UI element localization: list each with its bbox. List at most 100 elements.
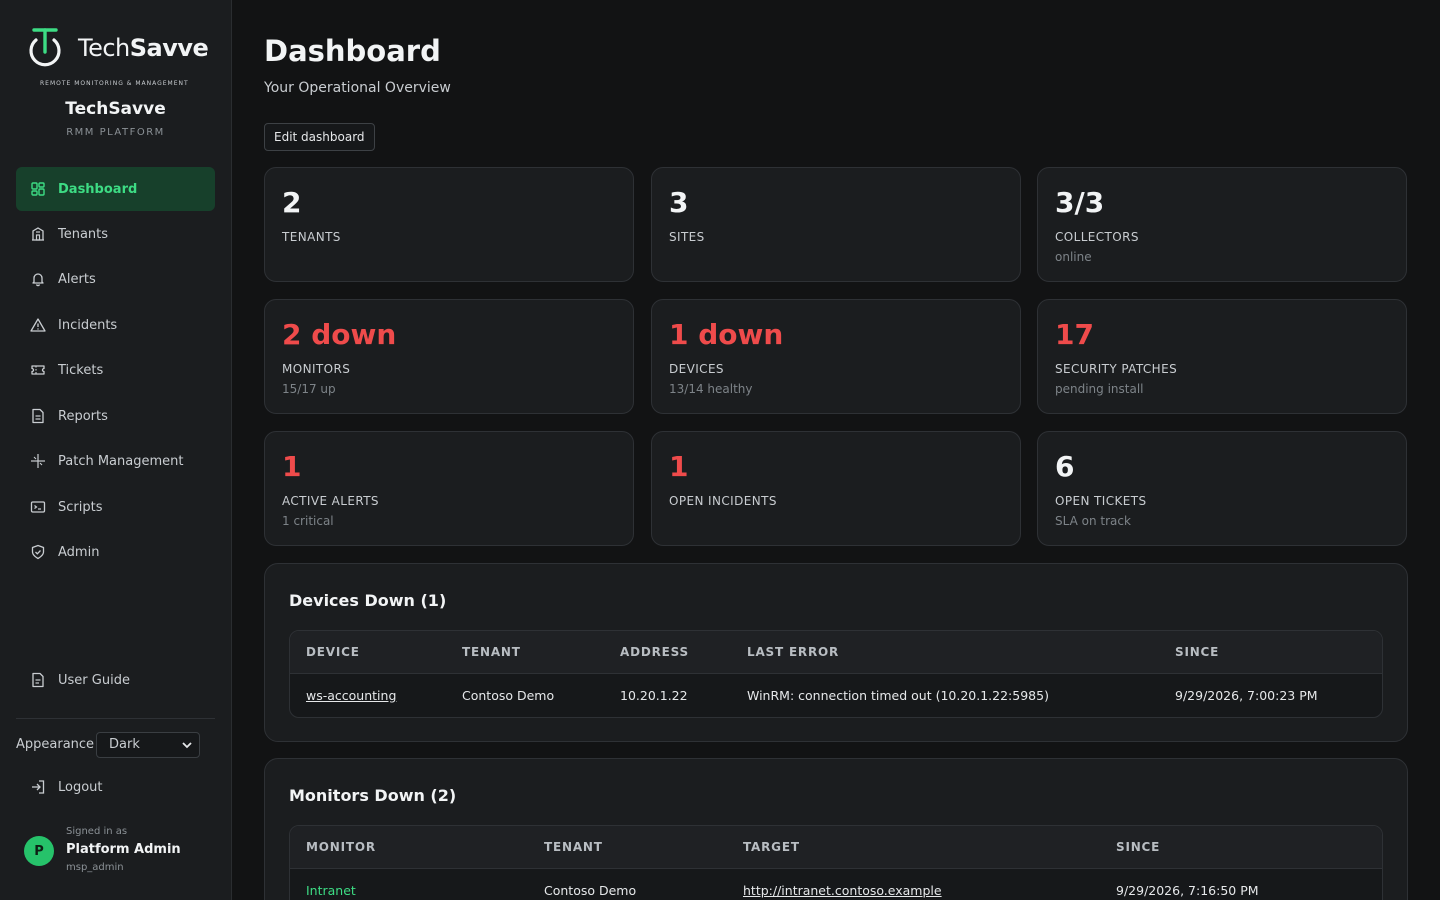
nav-item-reports[interactable]: Reports — [16, 394, 215, 438]
target-link[interactable]: http://intranet.contoso.example — [743, 883, 942, 898]
nav-item-patch-management[interactable]: Patch Management — [16, 439, 215, 483]
edit-dashboard-button[interactable]: Edit dashboard — [264, 123, 375, 151]
nav-item-label: Tickets — [58, 362, 104, 378]
brand-logo[interactable]: TechSavve REMOTE MONITORING & MANAGEMENT — [26, 26, 209, 88]
nav-item-dashboard[interactable]: Dashboard — [16, 167, 215, 211]
stat-label: MONITORS — [282, 362, 351, 376]
power-logo-icon — [29, 28, 61, 67]
terminal-icon — [30, 499, 46, 515]
nav-item-scripts[interactable]: Scripts — [16, 485, 215, 529]
column-header[interactable]: TENANT — [462, 645, 521, 659]
stat-card-open-tickets[interactable]: 6 OPEN TICKETS SLA on track — [1037, 431, 1407, 546]
shield-check-icon — [30, 544, 46, 560]
panel-title: Monitors Down (2) — [289, 786, 457, 805]
stat-label: OPEN INCIDENTS — [669, 494, 777, 508]
brand-name: TechSavve — [65, 99, 166, 119]
page-title: Dashboard — [264, 34, 441, 68]
stat-card-collectors[interactable]: 3/3 COLLECTORS online — [1037, 167, 1407, 282]
stat-value: 3/3 — [1055, 186, 1105, 219]
ticket-icon — [30, 362, 46, 378]
stat-sub: 1 critical — [282, 514, 334, 528]
monitor-link[interactable]: Intranet — [306, 883, 356, 898]
column-header[interactable]: TARGET — [743, 840, 800, 854]
stat-value: 17 — [1055, 318, 1094, 351]
nav-item-label: Alerts — [58, 271, 96, 287]
appearance-label: Appearance — [16, 737, 95, 752]
stat-sub: pending install — [1055, 382, 1144, 396]
dashboard-icon — [30, 181, 46, 197]
table-cell: WinRM: connection timed out (10.20.1.22:… — [747, 688, 1049, 703]
page-subtitle: Your Operational Overview — [264, 80, 451, 96]
logo-tagline: REMOTE MONITORING & MANAGEMENT — [40, 80, 189, 87]
stat-label: TENANTS — [282, 230, 341, 244]
table-cell: 9/29/2026, 7:16:50 PM — [1116, 883, 1259, 898]
table-cell: Contoso Demo — [462, 688, 555, 703]
stat-card-tenants[interactable]: 2 TENANTS — [264, 167, 634, 282]
nav-item-tenants[interactable]: Tenants — [16, 212, 215, 256]
column-header[interactable]: DEVICE — [306, 645, 360, 659]
stat-card-monitors[interactable]: 2 down MONITORS 15/17 up — [264, 299, 634, 414]
stat-card-sites[interactable]: 3 SITES — [651, 167, 1021, 282]
sparkle-icon — [30, 453, 46, 469]
stat-sub: 15/17 up — [282, 382, 336, 396]
logout-icon — [30, 779, 46, 795]
sidebar-divider — [16, 718, 215, 719]
nav-item-label: Patch Management — [58, 453, 184, 469]
appearance-select-value: Dark — [109, 737, 140, 752]
column-header[interactable]: MONITOR — [306, 840, 376, 854]
stat-value: 3 — [669, 186, 689, 219]
avatar[interactable]: P — [24, 836, 54, 866]
table-header: DEVICE TENANT ADDRESS LAST ERROR SINCE — [290, 631, 1382, 674]
stat-label: DEVICES — [669, 362, 724, 376]
user-handle: msp_admin — [66, 862, 124, 873]
nav-item-label: Scripts — [58, 499, 103, 515]
stat-value: 1 — [669, 450, 689, 483]
table-cell: 9/29/2026, 7:00:23 PM — [1175, 688, 1318, 703]
device-link[interactable]: ws-accounting — [306, 688, 397, 703]
stat-label: ACTIVE ALERTS — [282, 494, 379, 508]
panel-title: Devices Down (1) — [289, 591, 447, 610]
stat-sub: SLA on track — [1055, 514, 1131, 528]
nav-item-label: Admin — [58, 544, 100, 560]
stat-label: OPEN TICKETS — [1055, 494, 1147, 508]
nav-item-incidents[interactable]: Incidents — [16, 303, 215, 347]
bell-icon — [30, 271, 46, 287]
nav-item-tickets[interactable]: Tickets — [16, 348, 215, 392]
nav-item-logout[interactable]: Logout — [16, 765, 215, 809]
stat-sub: online — [1055, 250, 1092, 264]
column-header[interactable]: SINCE — [1175, 645, 1220, 659]
column-header[interactable]: ADDRESS — [620, 645, 689, 659]
monitors-down-table: MONITOR TENANT TARGET SINCE Intranet Con… — [289, 825, 1383, 900]
stat-label: COLLECTORS — [1055, 230, 1139, 244]
stat-card-active-alerts[interactable]: 1 ACTIVE ALERTS 1 critical — [264, 431, 634, 546]
table-row: ws-accounting Contoso Demo 10.20.1.22 Wi… — [290, 674, 1382, 717]
devices-down-table: DEVICE TENANT ADDRESS LAST ERROR SINCE w… — [289, 630, 1383, 718]
stat-label: SITES — [669, 230, 705, 244]
column-header[interactable]: LAST ERROR — [747, 645, 840, 659]
chevron-down-icon — [182, 742, 192, 749]
column-header[interactable]: TENANT — [544, 840, 603, 854]
nav-item-label: Incidents — [58, 317, 118, 333]
nav-item-user-guide[interactable]: User Guide — [16, 658, 215, 702]
signed-in-label: Signed in as — [66, 826, 128, 837]
nav-item-alerts[interactable]: Alerts — [16, 257, 215, 301]
sidebar: TechSavve REMOTE MONITORING & MANAGEMENT… — [0, 0, 232, 900]
stat-value: 1 down — [669, 318, 784, 351]
appearance-select[interactable]: Dark — [96, 732, 200, 758]
nav-item-admin[interactable]: Admin — [16, 530, 215, 574]
brand-platform: RMM PLATFORM — [66, 127, 165, 138]
stat-card-devices[interactable]: 1 down DEVICES 13/14 healthy — [651, 299, 1021, 414]
monitors-down-panel: Monitors Down (2) MONITOR TENANT TARGET … — [264, 758, 1408, 900]
nav-item-label: Reports — [58, 408, 108, 424]
stat-card-security-patches[interactable]: 17 SECURITY PATCHES pending install — [1037, 299, 1407, 414]
table-row: Intranet Contoso Demo http://intranet.co… — [290, 869, 1382, 900]
stat-value: 6 — [1055, 450, 1075, 483]
stat-value: 2 — [282, 186, 302, 219]
devices-down-panel: Devices Down (1) DEVICE TENANT ADDRESS L… — [264, 563, 1408, 742]
stat-label: SECURITY PATCHES — [1055, 362, 1178, 376]
column-header[interactable]: SINCE — [1116, 840, 1161, 854]
stat-card-open-incidents[interactable]: 1 OPEN INCIDENTS — [651, 431, 1021, 546]
nav-item-label: Tenants — [58, 226, 109, 242]
nav-item-label: User Guide — [58, 672, 130, 688]
report-icon — [30, 408, 46, 424]
